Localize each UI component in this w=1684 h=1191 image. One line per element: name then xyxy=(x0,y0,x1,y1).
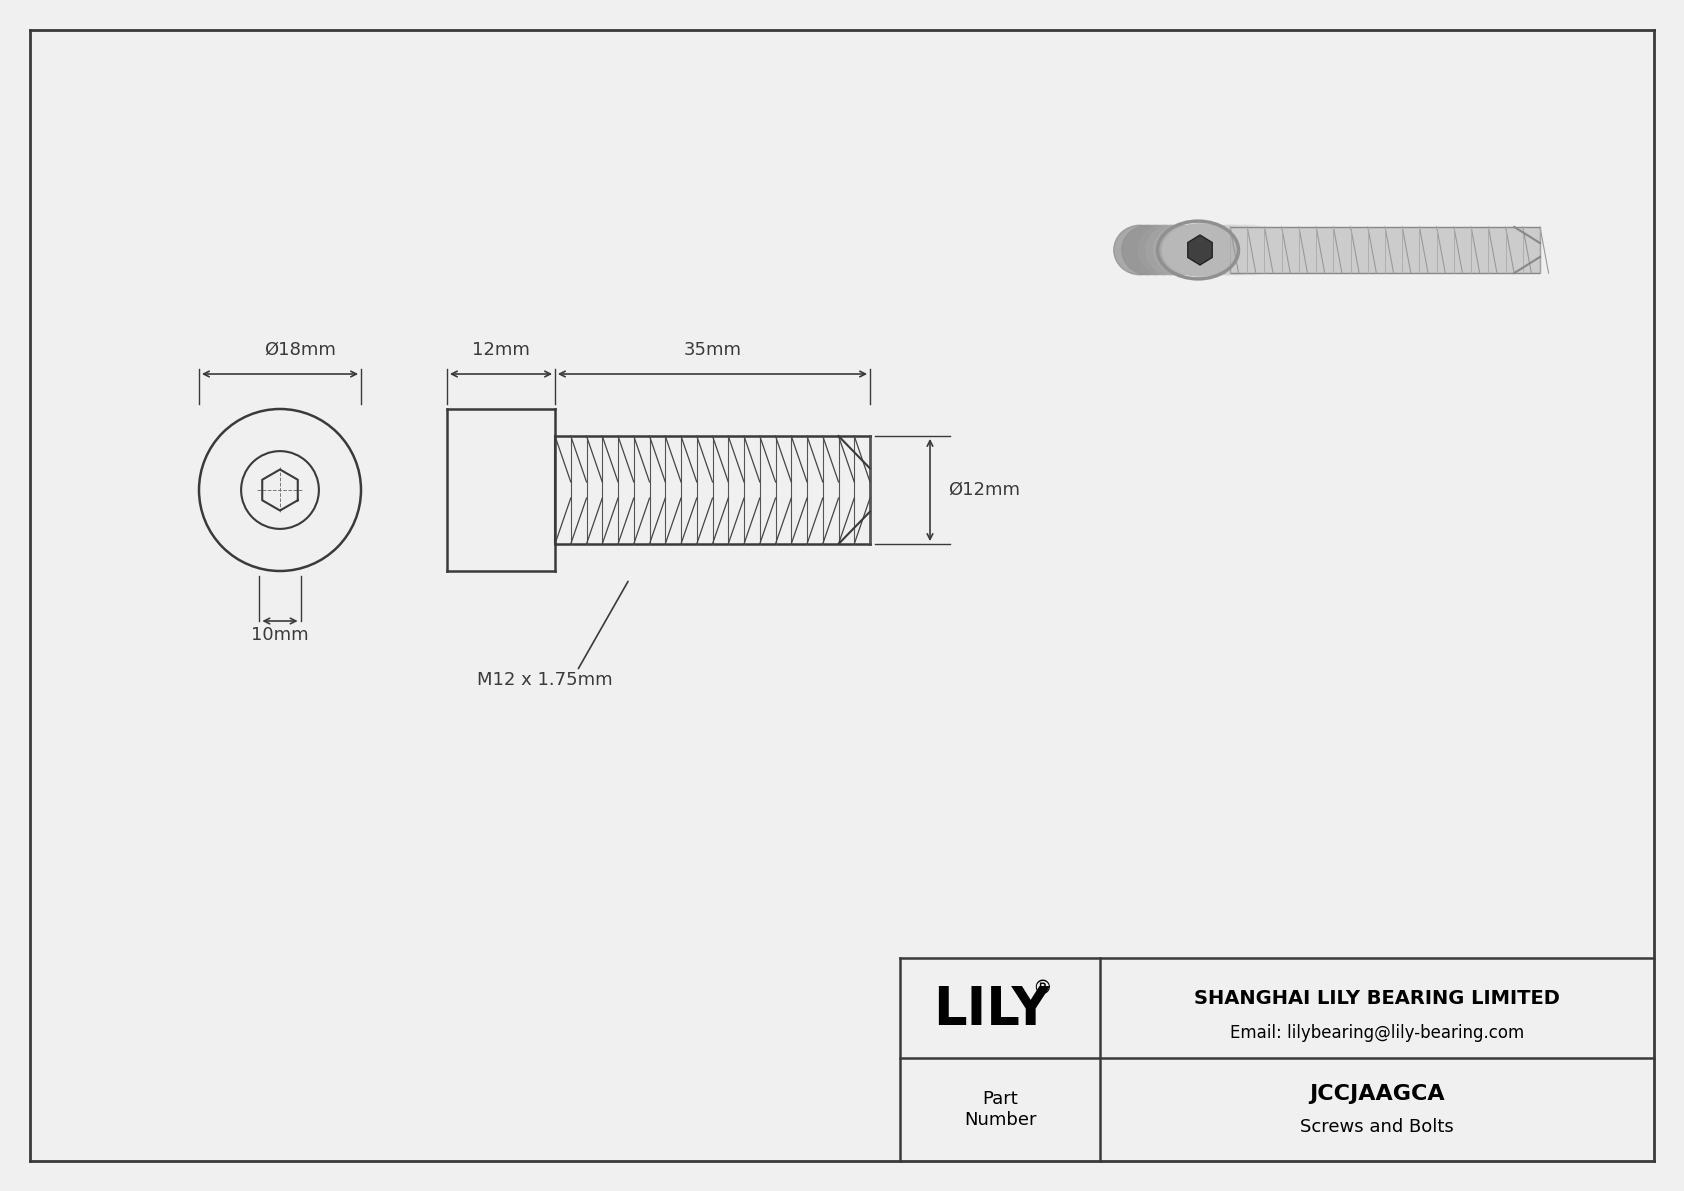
Ellipse shape xyxy=(1162,225,1214,275)
Ellipse shape xyxy=(1194,225,1246,275)
Text: 12mm: 12mm xyxy=(472,341,530,358)
Ellipse shape xyxy=(1130,225,1182,275)
Text: JCCJAAGCA: JCCJAAGCA xyxy=(1308,1085,1445,1104)
Text: 10mm: 10mm xyxy=(251,626,308,644)
Ellipse shape xyxy=(1209,225,1263,275)
Ellipse shape xyxy=(1218,225,1270,275)
Ellipse shape xyxy=(1145,225,1199,275)
FancyBboxPatch shape xyxy=(1229,227,1539,273)
Ellipse shape xyxy=(1162,224,1238,276)
Ellipse shape xyxy=(1122,225,1174,275)
Text: LILY: LILY xyxy=(933,984,1051,1036)
Ellipse shape xyxy=(1154,225,1206,275)
Ellipse shape xyxy=(1226,225,1278,275)
Ellipse shape xyxy=(1170,225,1223,275)
Ellipse shape xyxy=(1202,225,1255,275)
Text: M12 x 1.75mm: M12 x 1.75mm xyxy=(477,671,613,690)
Text: ®: ® xyxy=(1032,979,1052,998)
Text: 35mm: 35mm xyxy=(684,341,741,358)
Ellipse shape xyxy=(1186,225,1238,275)
Text: Ø18mm: Ø18mm xyxy=(264,341,335,358)
Text: Ø12mm: Ø12mm xyxy=(948,481,1021,499)
Ellipse shape xyxy=(1177,225,1231,275)
Ellipse shape xyxy=(1113,225,1167,275)
Text: SHANGHAI LILY BEARING LIMITED: SHANGHAI LILY BEARING LIMITED xyxy=(1194,989,1559,1008)
Polygon shape xyxy=(1187,235,1212,264)
Text: Email: lilybearing@lily-bearing.com: Email: lilybearing@lily-bearing.com xyxy=(1229,1024,1524,1042)
Text: Part
Number: Part Number xyxy=(963,1090,1036,1129)
Text: Screws and Bolts: Screws and Bolts xyxy=(1300,1118,1453,1136)
Ellipse shape xyxy=(1138,225,1191,275)
